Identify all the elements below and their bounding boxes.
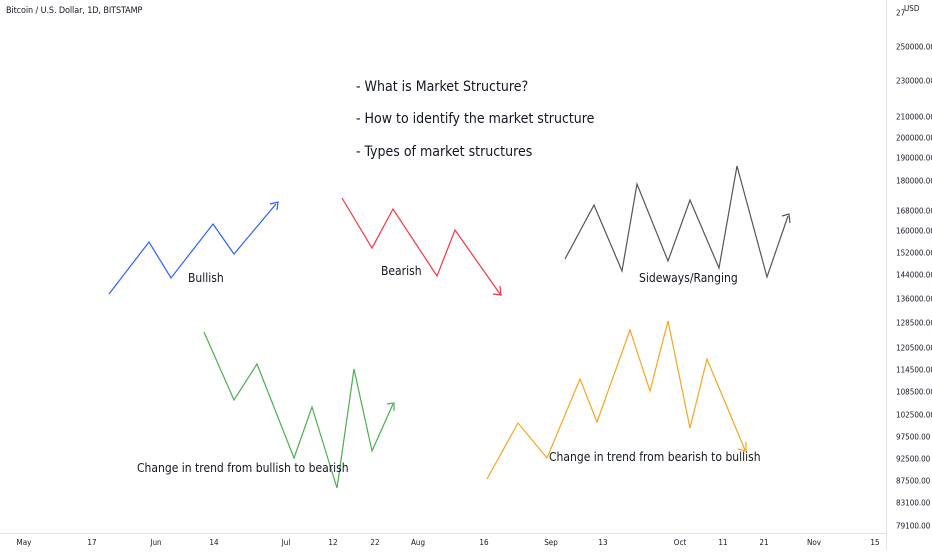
bearish-arrowhead: [492, 285, 502, 296]
bear-to-bull-line[interactable]: [486, 320, 746, 480]
time-axis-label: 16: [479, 538, 489, 547]
price-axis-label: 83100.00: [896, 498, 931, 508]
price-axis-label: 92500.00: [896, 454, 931, 464]
price-axis-label: 102500.00: [896, 410, 932, 420]
label-bearish[interactable]: Bearish: [381, 264, 422, 278]
price-axis-label: 108500.00: [896, 387, 932, 397]
bull-to-bear-arrowhead: [386, 402, 395, 411]
price-axis-label: 210000.00: [896, 112, 932, 122]
note-types-of-structures[interactable]: - Types of market structures: [356, 144, 533, 160]
label-sideways[interactable]: Sideways/Ranging: [639, 271, 738, 285]
time-axis-label: 15: [870, 538, 880, 547]
label-bull-to-bear[interactable]: Change in trend from bullish to bearish: [137, 461, 349, 475]
price-axis-label: 87500.00: [896, 476, 931, 486]
time-axis-label: Jun: [150, 538, 162, 547]
price-axis-label: 152000.00: [896, 248, 932, 258]
note-what-is-market-structure[interactable]: - What is Market Structure?: [356, 79, 529, 95]
price-axis-label: 120500.00: [896, 343, 932, 353]
time-axis-label: Aug: [410, 538, 426, 547]
bull-to-bear-line[interactable]: [203, 331, 394, 489]
price-axis[interactable]: [886, 0, 932, 550]
note-how-to-identify[interactable]: - How to identify the market structure: [356, 111, 595, 127]
price-axis-label: 168000.00: [896, 206, 932, 216]
time-axis-label: 22: [370, 538, 380, 547]
time-axis[interactable]: [0, 533, 886, 551]
time-axis-label: 21: [759, 538, 769, 547]
time-axis-label: Sep: [544, 538, 558, 547]
price-axis-label: 136000.00: [896, 294, 932, 304]
time-axis-label: Nov: [806, 538, 822, 547]
symbol-header[interactable]: Bitcoin / U.S. Dollar, 1D, BITSTAMP: [6, 6, 143, 16]
time-axis-label: 17: [87, 538, 97, 547]
bullish-line[interactable]: [108, 203, 277, 295]
currency-label[interactable]: USD: [903, 4, 921, 13]
price-axis-label: 250000.00: [896, 42, 932, 52]
price-axis-label: 180000.00: [896, 176, 932, 186]
label-bear-to-bull[interactable]: Change in trend from bearish to bullish: [549, 450, 761, 464]
bearish-line[interactable]: [341, 197, 501, 295]
time-axis-label: 11: [718, 538, 728, 547]
label-bullish[interactable]: Bullish: [188, 271, 224, 285]
price-axis-label: 190000.00: [896, 153, 932, 163]
time-axis-label: 12: [328, 538, 338, 547]
price-axis-label: 79100.00: [896, 521, 931, 531]
price-axis-label: 97500.00: [896, 432, 931, 442]
time-axis-label: 14: [209, 538, 219, 547]
time-axis-label: 13: [598, 538, 608, 547]
sideways-line[interactable]: [564, 165, 789, 280]
time-axis-label: Oct: [673, 538, 687, 547]
sideways-arrowhead: [781, 213, 791, 224]
price-axis-label: 230000.00: [896, 76, 932, 86]
time-axis-label: Jul: [281, 538, 291, 547]
price-axis-label: 27: [896, 8, 906, 18]
price-axis-label: 144000.00: [896, 270, 932, 280]
time-axis-label: May: [16, 538, 32, 547]
price-axis-label: 200000.00: [896, 133, 932, 143]
bullish-arrowhead: [269, 201, 279, 211]
price-axis-label: 114500.00: [896, 365, 932, 375]
price-axis-label: 160000.00: [896, 226, 932, 236]
bear-to-bull-arrowhead: [737, 442, 747, 452]
price-axis-label: 128500.00: [896, 318, 932, 328]
